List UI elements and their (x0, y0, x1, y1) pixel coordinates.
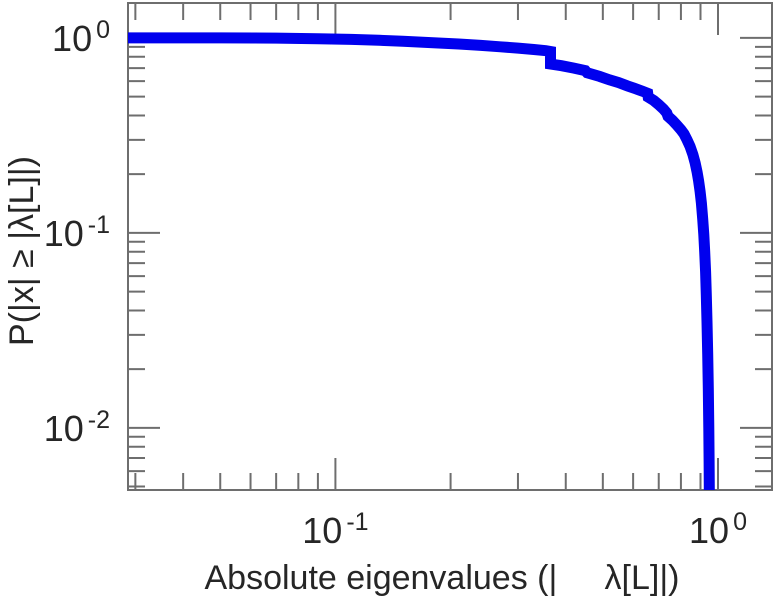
y-axis-title: P(|x| ≥ |λ[L]|) (3, 156, 41, 346)
x-tick-label: 10 0 (689, 508, 747, 551)
ccdf-curve (128, 32, 715, 491)
x-axis-title: Absolute eigenvalues (| λ[L]|) (204, 559, 679, 597)
axis-tick-labels: 10 -1 10 0 10 0 10 -1 10 -2 (44, 16, 747, 551)
y-tick-label: 10 -1 (44, 211, 110, 254)
plot-border (127, 2, 773, 491)
y-tick-label: 10 -2 (44, 406, 110, 449)
y-tick-label: 10 0 (52, 16, 110, 59)
x-tick-label: 10 -1 (302, 508, 368, 551)
axis-ticks (128, 3, 772, 490)
